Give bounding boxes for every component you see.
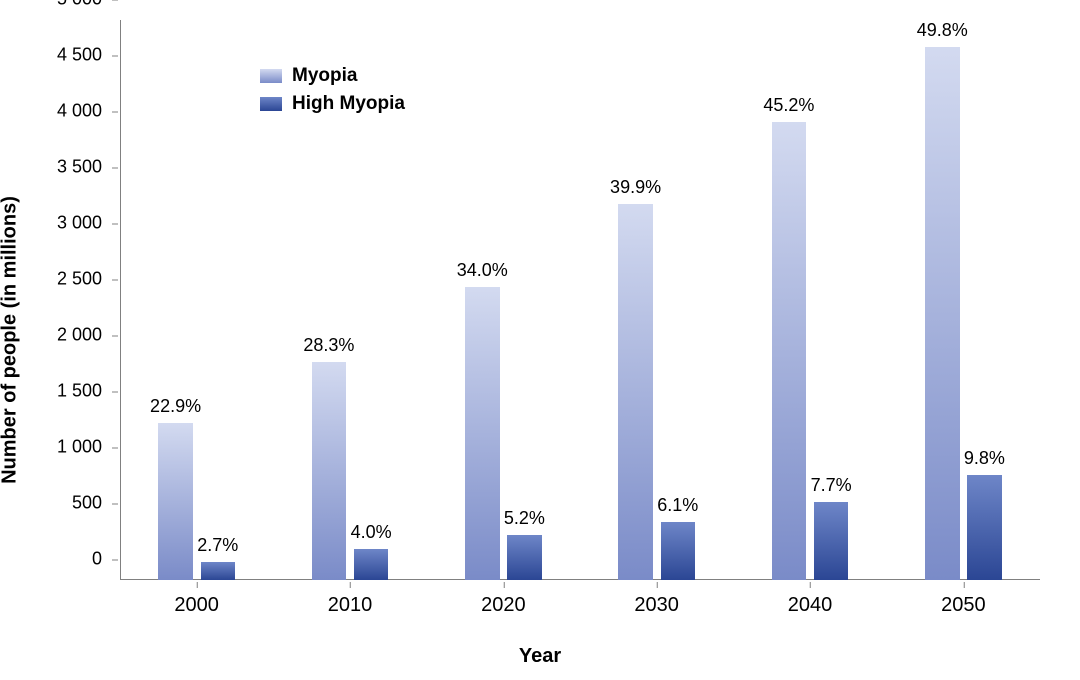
y-tick-label: 500 [72,493,102,514]
bar-label: 9.8% [964,448,1005,469]
bar-label: 39.9% [610,177,661,198]
x-tick-label: 2020 [481,594,526,617]
bar-label: 49.8% [917,20,968,41]
bar-high-myopia: 4.0% [354,549,389,580]
legend-label: Myopia [292,65,357,87]
x-axis-line [120,579,1040,580]
bar-myopia: 28.3% [312,362,347,580]
legend-label: High Myopia [292,93,405,115]
y-tick-label: 1 000 [57,437,102,458]
bar-label: 7.7% [811,475,852,496]
bar-high-myopia: 9.8% [967,475,1002,580]
y-tick-label: 1 500 [57,381,102,402]
y-tick-label: 2 000 [57,325,102,346]
x-tick-label: 2010 [328,594,373,617]
bar-label: 2.7% [197,535,238,556]
legend-swatch [260,97,282,111]
bar-label: 28.3% [303,335,354,356]
bar-high-myopia: 6.1% [661,522,696,580]
y-axis-line [120,20,121,580]
bar-high-myopia: 5.2% [507,535,542,580]
bar-myopia: 34.0% [465,287,500,580]
chart-container: Number of people (in millions) Year Myop… [0,0,1080,680]
x-tick-label: 2050 [941,594,986,617]
bar-label: 22.9% [150,396,201,417]
legend: Myopia High Myopia [260,65,405,121]
y-tick-label: 4 000 [57,101,102,122]
bar-myopia: 39.9% [618,204,653,580]
y-tick-label: 4 500 [57,45,102,66]
bar-label: 6.1% [657,495,698,516]
bar-myopia: 45.2% [772,122,807,580]
bar-myopia: 22.9% [158,423,193,580]
bar-label: 5.2% [504,508,545,529]
x-tick-label: 2040 [788,594,833,617]
bar-label: 45.2% [763,95,814,116]
bar-myopia: 49.8% [925,47,960,580]
bar-label: 34.0% [457,260,508,281]
y-tick-label: 3 000 [57,213,102,234]
y-tick-label: 2 500 [57,269,102,290]
plot-area: MyopiaHigh Myopia 05001 0001 5002 0002 5… [120,20,1040,580]
x-tick-label: 2000 [174,594,219,617]
y-tick-label: 5 000 [57,0,102,10]
y-tick-label: 0 [92,549,102,570]
legend-swatch [260,69,282,83]
legend-item: Myopia [260,65,405,87]
legend-item: High Myopia [260,93,405,115]
y-tick-label: 3 500 [57,157,102,178]
x-tick-label: 2030 [634,594,679,617]
y-axis-label: Number of people (in millions) [0,196,22,484]
bar-label: 4.0% [351,522,392,543]
bar-high-myopia: 2.7% [201,562,236,580]
x-axis-label: Year [519,645,561,668]
bar-high-myopia: 7.7% [814,502,849,580]
